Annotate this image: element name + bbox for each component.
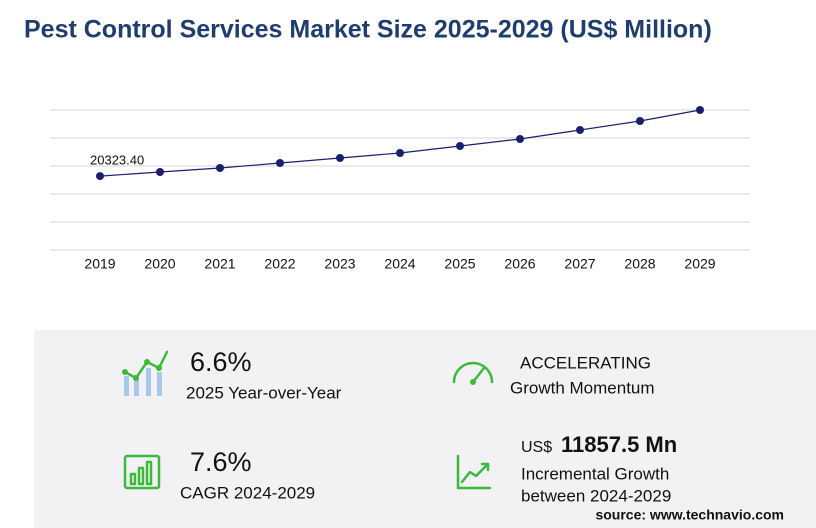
x-tick-label: 2020 [144,256,175,272]
x-tick-label: 2023 [324,256,355,272]
point [336,154,344,162]
stat-value: ACCELERATING [520,353,651,372]
point [456,142,464,150]
stat-label: Incremental Growth [521,464,669,483]
stat-label: Growth Momentum [510,378,655,397]
point [276,159,284,167]
point [516,135,524,143]
x-tick-label: 2026 [504,256,535,272]
icon-gauge [452,361,494,385]
chart-title: Pest Control Services Market Size 2025-2… [24,16,712,44]
icon-cagr [123,454,161,490]
x-tick-label: 2021 [204,256,235,272]
source: source: www.technavio.com [595,507,784,523]
x-tick-label: 2028 [624,256,655,272]
point [96,172,104,181]
x-tick-label: 2019 [84,256,115,272]
stat-unit: US$ [521,439,552,456]
plot: 2019 2020 2021 2022 2023 2024 2025 2026 2027 2028… [50,106,750,272]
x-tick-label: 2025 [444,256,475,272]
point [576,126,584,134]
x-tick-label: 2022 [264,256,295,272]
x-tick-label: 2029 [684,256,715,272]
stat-label: CAGR 2024-2029 [180,483,315,502]
point [696,106,704,114]
icon-yoy [122,350,169,396]
stat-label: 2025 Year-over-Year [186,383,342,402]
x-tick-label: 2027 [564,256,595,272]
point [636,117,644,125]
point [156,168,164,176]
point [216,164,224,172]
x-tick-label: 2024 [384,256,415,272]
icon-growth [456,454,492,490]
stat-value: 11857.5 Mn [561,432,677,457]
stats-panel [34,330,816,528]
stat-value: 7.6% [190,447,252,477]
stat-label: between 2024-2029 [521,486,671,505]
point [396,149,404,157]
stat-value: 6.6% [190,347,252,377]
data-label: 20323.40 [90,153,144,168]
